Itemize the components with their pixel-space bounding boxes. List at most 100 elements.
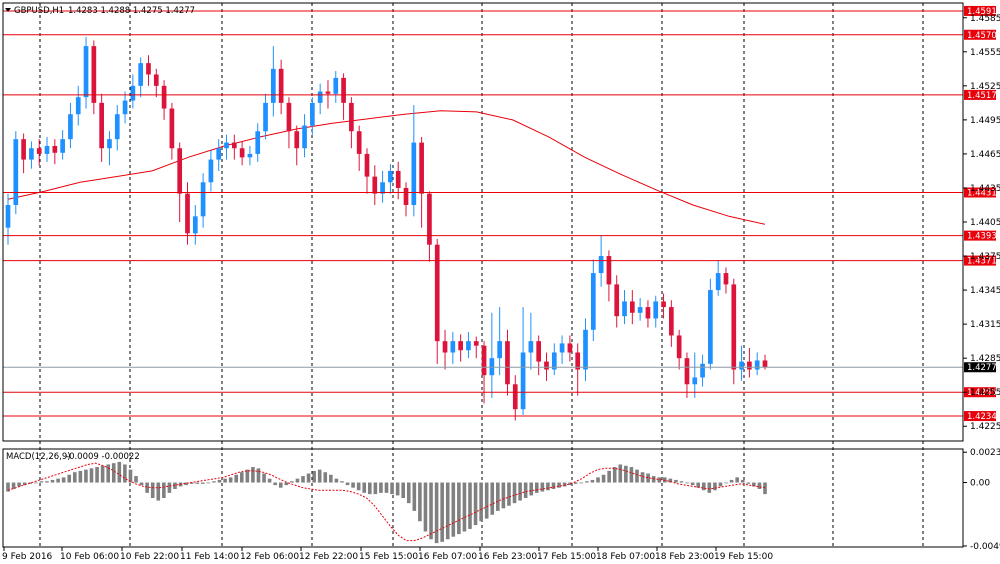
macd-bar bbox=[28, 482, 33, 484]
macd-bar bbox=[462, 482, 467, 532]
candle-body bbox=[21, 139, 26, 160]
y-tick-label: 1.4405 bbox=[970, 218, 1000, 228]
macd-bar bbox=[445, 482, 450, 540]
candle-body bbox=[52, 145, 58, 153]
macd-values: -0.0009 -0.00022 bbox=[66, 452, 140, 462]
candle bbox=[13, 131, 19, 215]
current-price-box bbox=[964, 362, 996, 373]
candle bbox=[505, 329, 510, 396]
candle-body bbox=[75, 97, 81, 115]
x-tick-label: 12 Feb 06:00 bbox=[240, 552, 299, 562]
candle-body bbox=[239, 148, 245, 158]
level-price-box bbox=[964, 29, 996, 40]
x-tick-label: 15 Feb 15:00 bbox=[359, 552, 418, 562]
candle bbox=[567, 335, 573, 362]
macd-bar bbox=[507, 482, 511, 506]
candle bbox=[544, 352, 549, 381]
y-tick-label: 1.4495 bbox=[970, 116, 1000, 126]
macd-bar bbox=[429, 482, 433, 540]
macd-bar bbox=[740, 479, 745, 483]
x-tick-label: 16 Feb 23:00 bbox=[478, 552, 537, 562]
macd-bar bbox=[568, 482, 572, 486]
candle-body bbox=[356, 131, 362, 154]
macd-bar bbox=[718, 482, 723, 487]
candle-body bbox=[263, 102, 268, 132]
candle bbox=[341, 73, 346, 120]
macd-bar bbox=[290, 481, 294, 483]
candle-body bbox=[153, 74, 159, 86]
candle bbox=[669, 300, 674, 347]
macd-bar bbox=[724, 482, 728, 484]
candle bbox=[122, 91, 128, 124]
candle bbox=[598, 235, 604, 287]
candle-body bbox=[481, 345, 487, 376]
candle-body bbox=[270, 68, 276, 103]
candle-body bbox=[302, 125, 307, 149]
candle bbox=[629, 290, 635, 325]
candle-body bbox=[575, 352, 581, 370]
candle-body bbox=[684, 358, 690, 385]
candle bbox=[317, 83, 323, 115]
candle bbox=[427, 191, 432, 262]
triangle-down-icon[interactable] bbox=[5, 8, 11, 12]
macd-bar bbox=[251, 467, 255, 483]
candle-body bbox=[255, 131, 261, 154]
macd-bar bbox=[640, 472, 645, 483]
candle bbox=[83, 37, 89, 109]
candle bbox=[684, 352, 690, 398]
macd-bar bbox=[239, 472, 244, 483]
macd-layer bbox=[6, 461, 767, 544]
macd-bar bbox=[752, 482, 756, 487]
macd-bar bbox=[395, 482, 400, 496]
candle bbox=[60, 130, 65, 160]
candle-body bbox=[146, 63, 151, 75]
candle-body bbox=[29, 148, 34, 160]
levels-layer: 1.4591 1.4570 1.4517 1.4431 1.4393 1.4371 1.42… bbox=[3, 5, 997, 422]
macd-bar bbox=[434, 482, 439, 544]
candle bbox=[481, 341, 487, 404]
macd-bar bbox=[646, 473, 650, 483]
candle-body bbox=[419, 142, 424, 194]
candle bbox=[419, 136, 424, 228]
candle-body bbox=[333, 77, 339, 94]
candle bbox=[606, 250, 612, 302]
candle bbox=[161, 80, 167, 120]
macd-bar bbox=[351, 482, 355, 488]
candle bbox=[411, 105, 417, 217]
candle-body bbox=[754, 360, 760, 370]
macd-bar bbox=[729, 479, 734, 483]
candle bbox=[731, 278, 737, 385]
macd-bar bbox=[156, 482, 161, 501]
level-price-box bbox=[964, 255, 996, 266]
y-tick-label: 1.4465 bbox=[970, 150, 1000, 160]
candle bbox=[333, 71, 339, 103]
x-tick-label: 16 Feb 07:00 bbox=[418, 552, 477, 562]
candle-body bbox=[169, 108, 175, 149]
macd-bar bbox=[479, 482, 483, 522]
candle bbox=[192, 204, 198, 245]
y-tick-label: 1.4375 bbox=[970, 252, 1000, 262]
candle bbox=[708, 278, 713, 370]
macd-bar bbox=[117, 461, 122, 483]
level-price-label: 1.4591 bbox=[967, 7, 997, 17]
macd-bar bbox=[89, 468, 94, 483]
candle-body bbox=[536, 341, 542, 362]
macd-bar bbox=[128, 469, 133, 483]
candle bbox=[676, 329, 682, 370]
y-tick-label: 1.4555 bbox=[970, 48, 1000, 58]
macd-bar bbox=[256, 468, 261, 483]
macd-bar bbox=[228, 477, 233, 483]
candle bbox=[715, 260, 721, 296]
candle-body bbox=[60, 139, 65, 153]
candles-layer bbox=[5, 37, 768, 421]
macd-bar bbox=[17, 482, 21, 487]
level-price-box bbox=[964, 411, 996, 422]
level-price-box bbox=[964, 5, 996, 16]
candle-body bbox=[629, 301, 635, 313]
candle bbox=[380, 170, 385, 203]
macd-bar bbox=[317, 469, 322, 483]
macd-bar bbox=[150, 482, 155, 498]
candle-body bbox=[637, 307, 643, 313]
candle-body bbox=[427, 193, 432, 245]
